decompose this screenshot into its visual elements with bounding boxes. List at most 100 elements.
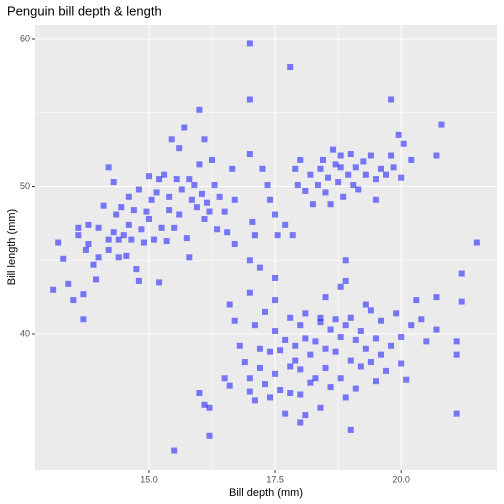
point: [393, 310, 400, 317]
point: [251, 397, 258, 404]
point: [347, 357, 354, 364]
point: [297, 366, 304, 373]
point: [342, 257, 349, 264]
point: [287, 363, 294, 370]
point: [292, 342, 299, 349]
point: [330, 146, 337, 153]
point: [229, 165, 236, 172]
point: [193, 204, 200, 211]
point: [335, 179, 342, 186]
point: [246, 257, 253, 264]
point: [246, 151, 253, 158]
point: [251, 232, 258, 239]
point: [367, 307, 374, 314]
point: [151, 236, 158, 243]
point: [297, 322, 304, 329]
point: [287, 64, 294, 71]
point: [277, 387, 284, 394]
point: [307, 351, 314, 358]
point: [70, 297, 77, 304]
point: [272, 370, 279, 377]
point: [138, 226, 145, 233]
point: [60, 255, 67, 262]
point: [342, 322, 349, 329]
point: [214, 226, 221, 233]
point: [135, 186, 142, 193]
point: [161, 171, 168, 178]
point: [183, 235, 190, 242]
point: [105, 236, 112, 243]
point: [309, 201, 316, 208]
point: [135, 277, 142, 284]
point: [110, 229, 117, 236]
point: [362, 171, 369, 178]
point: [332, 161, 339, 168]
point: [340, 193, 347, 200]
point: [337, 333, 344, 340]
point: [317, 404, 324, 411]
point: [297, 156, 304, 163]
point: [130, 207, 137, 214]
point: [50, 286, 57, 293]
point: [289, 232, 296, 239]
point: [294, 182, 301, 189]
point: [226, 382, 233, 389]
x-tick-label: 20.0: [392, 474, 410, 484]
point: [317, 165, 324, 172]
y-axis-label: Bill length (mm): [6, 209, 18, 285]
point: [113, 211, 120, 218]
point: [423, 338, 430, 345]
point: [287, 390, 294, 397]
point: [272, 328, 279, 335]
point: [337, 375, 344, 382]
point: [90, 261, 97, 268]
point: [249, 218, 256, 225]
point: [186, 254, 193, 261]
point: [418, 316, 425, 323]
point: [372, 378, 379, 385]
point: [125, 221, 132, 228]
point: [297, 419, 304, 426]
point: [256, 264, 263, 271]
point: [357, 328, 364, 335]
point: [145, 215, 152, 222]
point: [206, 208, 213, 215]
point: [226, 301, 233, 308]
point: [332, 316, 339, 323]
point: [302, 412, 309, 419]
grid: [35, 25, 497, 470]
point: [256, 364, 263, 371]
point: [261, 308, 268, 315]
point: [322, 364, 329, 371]
point: [433, 294, 440, 301]
point: [372, 176, 379, 183]
point: [272, 274, 279, 281]
point: [377, 351, 384, 358]
point: [319, 156, 326, 163]
point: [277, 347, 284, 354]
point: [342, 394, 349, 401]
point: [325, 174, 332, 181]
point: [352, 385, 359, 392]
point: [327, 326, 334, 333]
point: [352, 336, 359, 343]
point: [221, 208, 228, 215]
point: [282, 221, 289, 228]
point: [261, 381, 268, 388]
point: [118, 204, 125, 211]
point: [390, 164, 397, 171]
point: [352, 164, 359, 171]
point: [153, 189, 160, 196]
axes: 15.0 17.5 20.0 40 50 60: [20, 33, 410, 484]
point: [123, 252, 130, 259]
point: [453, 410, 460, 417]
point: [282, 410, 289, 417]
point: [201, 215, 208, 222]
point: [115, 254, 122, 261]
point: [209, 156, 216, 163]
point: [198, 190, 205, 197]
point: [307, 171, 314, 178]
point: [85, 241, 92, 248]
point: [158, 224, 165, 231]
